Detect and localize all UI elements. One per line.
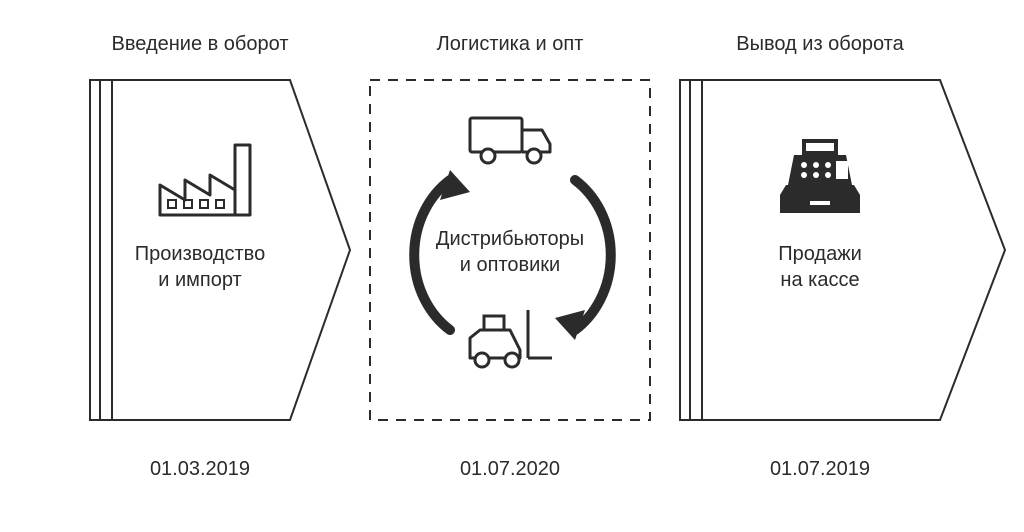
forklift-icon (470, 310, 552, 367)
stage-3: Вывод из оборота Продажи на кассе 01.07.… (680, 33, 1005, 480)
cycle-arrow-left (414, 170, 470, 330)
stage-1: Введение в оборот Производство и импорт … (90, 33, 350, 480)
stage-3-date: 01.07.2019 (770, 458, 870, 480)
stage-2-label-line1: Дистрибьюторы (436, 228, 584, 250)
stage-1-label-line2: и импорт (158, 269, 241, 291)
factory-icon (160, 145, 250, 215)
truck-icon (470, 118, 550, 163)
stage-2-label-line2: и оптовики (460, 254, 560, 276)
stage-3-label-line1: Продажи (778, 243, 862, 265)
diagram-canvas: Введение в оборот Производство и импорт … (0, 0, 1024, 532)
cycle-arrow-right (555, 180, 611, 340)
stage-3-header: Вывод из оборота (736, 33, 904, 55)
stage-2: Логистика и опт Дистрибьюторы и оптовики… (370, 33, 650, 480)
stage-1-date: 01.03.2019 (150, 458, 250, 480)
stage-1-header: Введение в оборот (112, 33, 289, 55)
stage-1-label-line1: Производство (135, 243, 265, 265)
stage-3-label-line2: на кассе (780, 269, 859, 291)
stage-2-header: Логистика и опт (437, 33, 584, 55)
cash-register-icon (780, 139, 860, 213)
stage-2-date: 01.07.2020 (460, 458, 560, 480)
